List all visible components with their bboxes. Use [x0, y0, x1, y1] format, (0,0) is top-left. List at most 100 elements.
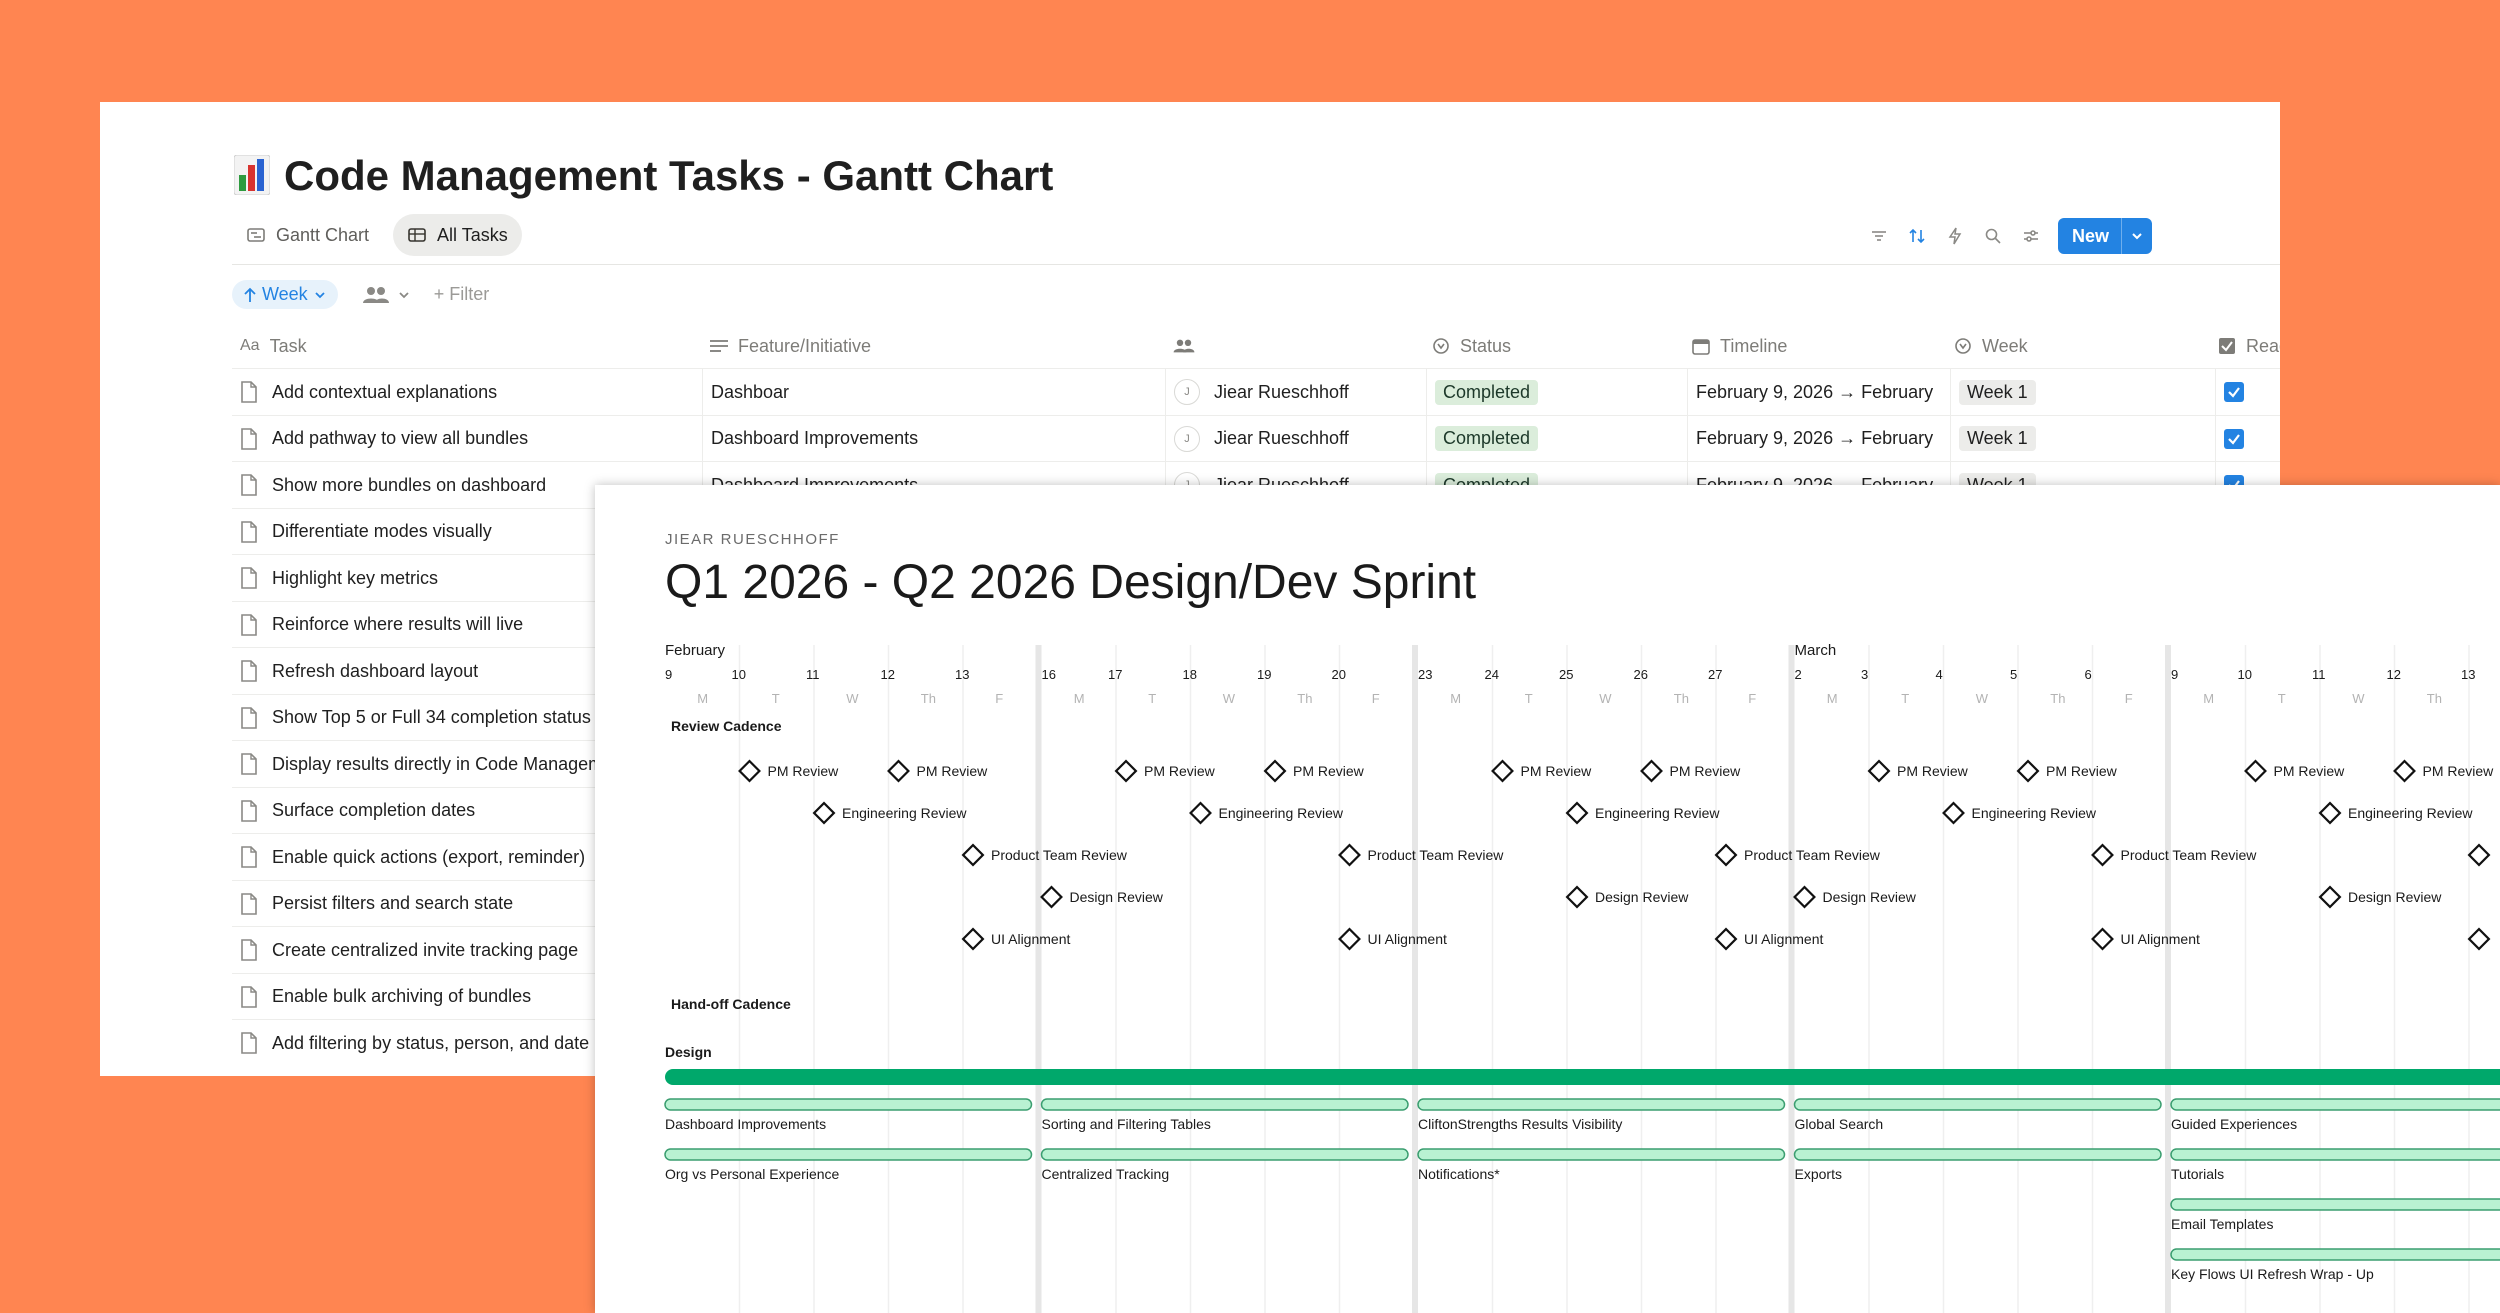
milestone-diamond-icon: [1565, 801, 1589, 825]
task-bar[interactable]: [1417, 1148, 1786, 1161]
table-row[interactable]: Add pathway to view all bundles Dashboard…: [232, 414, 2280, 462]
day-label: 27: [1708, 667, 1722, 682]
milestone-label: Engineering Review: [1972, 805, 2097, 821]
task-bar[interactable]: [2170, 1248, 2500, 1261]
weekday-label: Th: [921, 691, 936, 706]
weekday-label: T: [2278, 691, 2286, 706]
day-label: 26: [1634, 667, 1648, 682]
design-phase-bar: [665, 1069, 2500, 1085]
timeline-cell[interactable]: February 9, 2026 → February: [1688, 415, 1951, 462]
task-bar-label: Sorting and Filtering Tables: [1042, 1116, 1211, 1132]
week-cell[interactable]: Week 1: [1951, 369, 2216, 415]
checkbox-checked-icon[interactable]: [2224, 428, 2244, 449]
section-label: Hand-off Cadence: [671, 996, 791, 1012]
column-status[interactable]: Status: [1424, 324, 1684, 368]
milestone-diamond-icon: [2091, 927, 2114, 951]
milestone-diamond-icon: [738, 759, 761, 783]
milestone-diamond-icon: [2467, 843, 2491, 867]
new-button[interactable]: New: [2057, 218, 2152, 254]
day-label: 6: [2085, 667, 2092, 682]
task-bar[interactable]: [1793, 1148, 2162, 1161]
search-icon[interactable]: [1982, 225, 2004, 247]
column-feature[interactable]: Feature/Initiative: [702, 324, 1164, 368]
feature-cell[interactable]: Dashboar: [703, 369, 1166, 415]
weekend-separator: [1412, 645, 1418, 1313]
page-icon: [241, 985, 257, 1008]
automation-icon[interactable]: [1944, 225, 1966, 247]
day-label: 10: [732, 667, 746, 682]
person-cell[interactable]: J Jiear Rueschhoff: [1166, 369, 1427, 415]
milestone-diamond-icon: [887, 759, 910, 783]
task-name: Add pathway to view all bundles: [272, 428, 529, 448]
status-cell[interactable]: Completed: [1427, 415, 1688, 462]
timeline-cell[interactable]: February 9, 2026 → February: [1688, 369, 1951, 415]
task-bar[interactable]: [664, 1148, 1033, 1161]
milestone-diamond-icon: [2091, 843, 2114, 867]
sort-icon[interactable]: [1906, 225, 1928, 247]
avatar: J: [1174, 425, 1200, 452]
task-bar[interactable]: [1793, 1098, 2162, 1111]
task-bar[interactable]: [2170, 1198, 2500, 1211]
column-person[interactable]: [1164, 324, 1424, 368]
sort-label: Week: [262, 284, 308, 304]
milestone-diamond-icon: [1942, 801, 1965, 825]
day-label: 3: [1861, 667, 1868, 682]
day-label: 10: [2238, 667, 2252, 682]
column-week[interactable]: Week: [1946, 324, 2210, 368]
milestone-diamond-icon: [812, 801, 836, 825]
task-bar[interactable]: [1417, 1098, 1786, 1111]
task-bar-label: Email Templates: [2171, 1216, 2273, 1232]
ready-cell[interactable]: [2216, 369, 2280, 415]
new-button-label: New: [2071, 225, 2109, 246]
text-property-icon: Aa: [240, 337, 260, 354]
weekday-label: F: [1372, 691, 1380, 706]
task-cell[interactable]: Add pathway to view all bundles: [232, 415, 703, 462]
day-label: 4: [1936, 667, 1943, 682]
column-ready-for-dev[interactable]: Ready for Dev: [2210, 324, 2280, 368]
ready-cell[interactable]: [2216, 416, 2280, 462]
feature-cell[interactable]: Dashboard Improvements: [703, 415, 1166, 462]
person-cell[interactable]: J Jiear Rueschhoff: [1166, 415, 1427, 462]
table-row[interactable]: Add contextual explanations Dashboar J Jiea…: [232, 368, 2280, 415]
month-label: March: [1795, 642, 1837, 659]
day-label: 2: [1795, 667, 1802, 682]
task-bar[interactable]: [2170, 1148, 2500, 1161]
tab-all-tasks[interactable]: All Tasks: [393, 214, 522, 256]
weekday-label: T: [772, 691, 780, 706]
person-filter[interactable]: [362, 285, 410, 305]
avatar: J: [1174, 379, 1200, 405]
task-bar-label: Tutorials: [2171, 1166, 2224, 1182]
table-icon: [408, 228, 426, 242]
milestone-diamond-icon: [1338, 843, 1361, 867]
weekday-label: M: [1074, 691, 1085, 706]
page-title-text: Code Management Tasks - Gantt Chart: [284, 152, 1054, 199]
column-task[interactable]: Aa Task: [232, 324, 702, 368]
weekday-label: T: [1148, 691, 1156, 706]
checkbox-checked-icon[interactable]: [2224, 382, 2244, 402]
status-badge: Completed: [1435, 426, 1539, 451]
tab-gantt-chart[interactable]: Gantt Chart: [232, 214, 383, 256]
weekday-label: W: [2352, 691, 2365, 706]
status-cell[interactable]: Completed: [1427, 369, 1688, 415]
settings-icon[interactable]: [2020, 225, 2042, 247]
task-bar[interactable]: [1040, 1148, 1409, 1161]
add-filter-button[interactable]: + Filter: [433, 284, 490, 304]
status-badge: Completed: [1435, 379, 1539, 405]
week-cell[interactable]: Week 1: [1951, 415, 2216, 462]
sort-week-chip[interactable]: Week: [232, 280, 338, 309]
weekday-label: M: [697, 691, 708, 706]
chevron-down-icon[interactable]: [2121, 218, 2152, 254]
task-bar[interactable]: [1040, 1098, 1409, 1111]
day-label: 23: [1418, 667, 1432, 682]
filter-icon[interactable]: [1868, 225, 1890, 247]
task-cell[interactable]: Add contextual explanations: [232, 369, 703, 415]
task-bar[interactable]: [2170, 1098, 2500, 1111]
milestone-diamond-icon: [1565, 885, 1589, 909]
tab-label: All Tasks: [437, 224, 508, 245]
weekday-label: W: [846, 691, 859, 706]
column-timeline[interactable]: Timeline: [1684, 324, 1946, 368]
milestone-label: PM Review: [917, 763, 989, 779]
day-label: 18: [1183, 667, 1197, 682]
task-bar[interactable]: [664, 1098, 1033, 1111]
list-icon: [710, 340, 728, 352]
